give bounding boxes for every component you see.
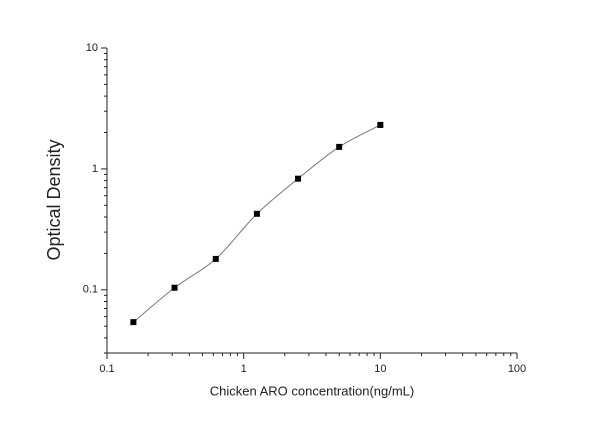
data-point [377, 121, 384, 128]
data-point [253, 210, 260, 217]
y-tick-label: 0.1 [83, 284, 98, 296]
y-axis-label: Optical Density [44, 139, 64, 260]
x-tick-label: 100 [508, 363, 526, 375]
x-tick-label: 1 [241, 363, 247, 375]
x-tick-label: 0.1 [99, 363, 114, 375]
data-point [171, 284, 178, 291]
x-axis-label: Chicken ARO concentration(ng/mL) [210, 383, 414, 398]
data-point [295, 175, 302, 182]
data-point [336, 143, 343, 150]
data-point [212, 255, 219, 262]
y-tick-label: 10 [86, 42, 98, 54]
data-point [130, 319, 137, 326]
x-tick-label: 10 [374, 363, 386, 375]
y-tick-label: 1 [92, 163, 98, 175]
fit-curve [133, 124, 381, 323]
